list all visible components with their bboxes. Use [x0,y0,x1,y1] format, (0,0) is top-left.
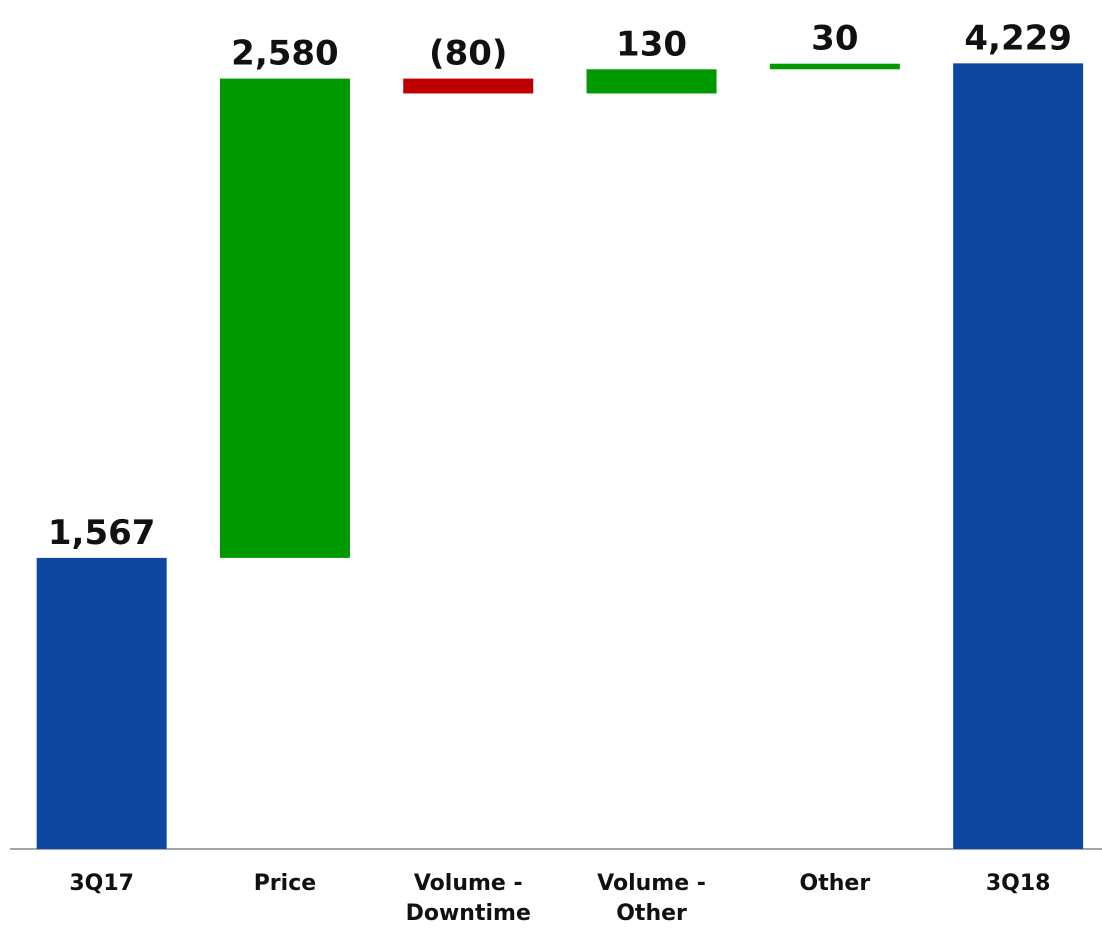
value-label: 30 [811,19,858,59]
value-label: 130 [616,24,687,64]
x-tick-label: Volume - Other [597,871,706,926]
value-label: 4,229 [964,18,1072,58]
x-tick-label: Other [799,871,871,896]
x-tick-label: 3Q17 [69,871,134,896]
bar [36,557,167,849]
bar [586,69,717,94]
value-label: 2,580 [231,34,339,74]
bar [769,63,900,70]
x-tick-label: Volume - Downtime [405,871,531,926]
bar [403,78,534,94]
bar [219,78,350,558]
x-tick-label: 3Q18 [985,871,1051,896]
value-label: (80) [429,34,507,74]
bar [953,63,1084,849]
value-label: 1,567 [48,513,156,553]
x-tick-label: Price [253,871,317,896]
